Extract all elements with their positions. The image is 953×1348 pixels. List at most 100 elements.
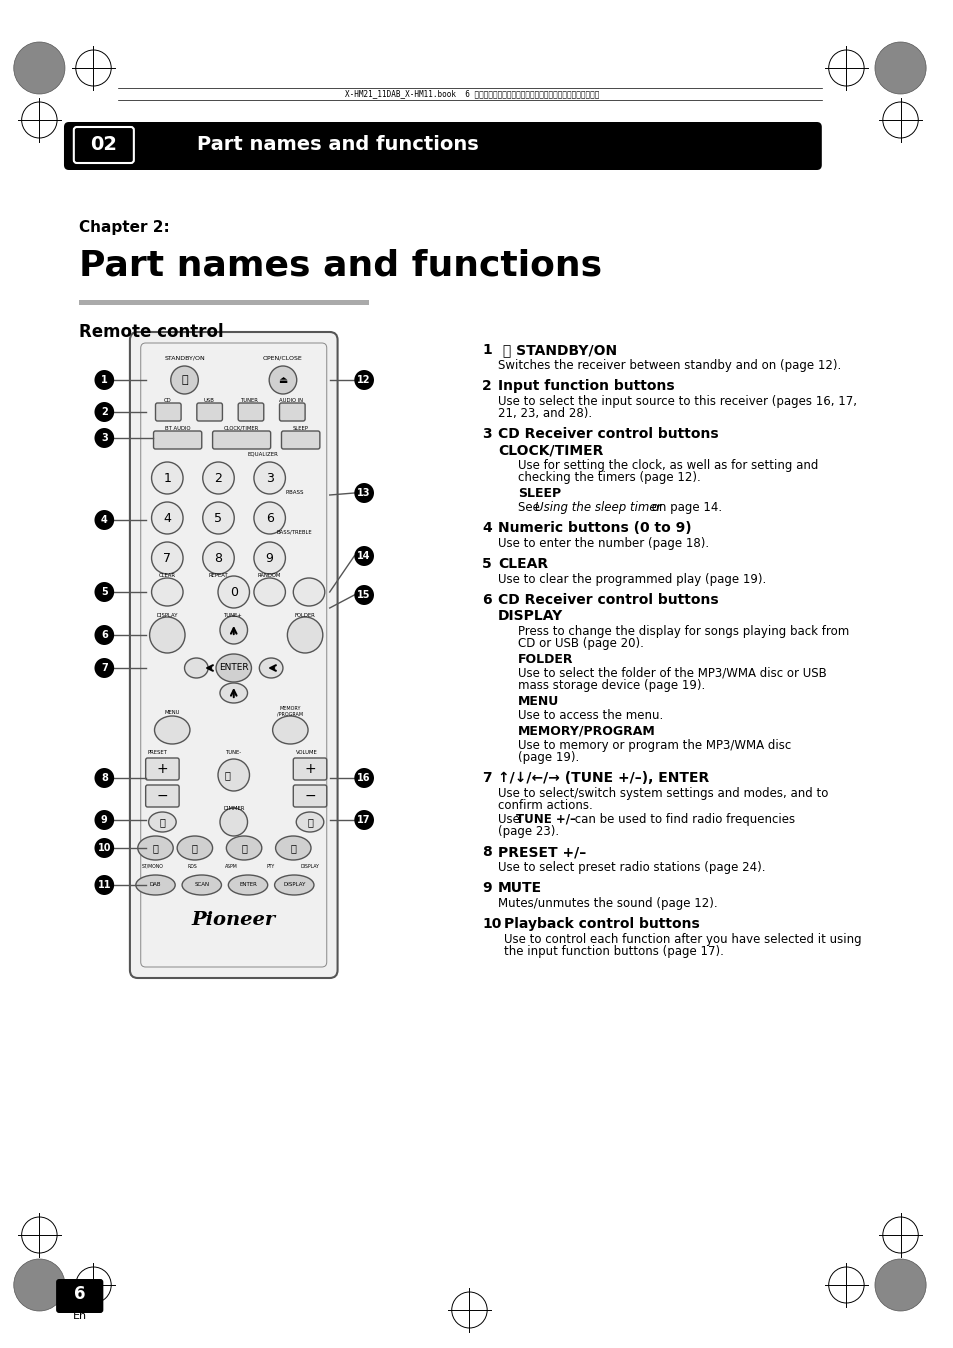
Text: CLOCK/TIMER: CLOCK/TIMER	[224, 426, 259, 431]
Ellipse shape	[171, 367, 198, 394]
Text: RDS: RDS	[187, 864, 196, 869]
Ellipse shape	[203, 542, 234, 574]
Text: 4: 4	[163, 511, 172, 524]
Circle shape	[94, 369, 114, 390]
Text: MEMORY/PROGRAM: MEMORY/PROGRAM	[517, 725, 655, 737]
Text: ⏫: ⏫	[307, 817, 313, 828]
Text: 2: 2	[101, 407, 108, 417]
Text: 8: 8	[482, 845, 492, 859]
Circle shape	[874, 42, 925, 94]
Text: MENU: MENU	[164, 710, 180, 714]
Text: DIMMER: DIMMER	[223, 806, 244, 811]
Text: Input function buttons: Input function buttons	[497, 379, 674, 394]
Text: (page 19).: (page 19).	[517, 751, 578, 764]
Circle shape	[94, 810, 114, 830]
Text: 1: 1	[163, 472, 172, 484]
Ellipse shape	[269, 367, 296, 394]
Text: SLEEP: SLEEP	[517, 487, 560, 500]
Text: 11: 11	[97, 880, 111, 890]
Text: 9: 9	[266, 551, 274, 565]
Text: REPEAT: REPEAT	[209, 573, 228, 578]
Ellipse shape	[135, 875, 175, 895]
Text: PTY: PTY	[266, 864, 274, 869]
Ellipse shape	[275, 836, 311, 860]
Ellipse shape	[203, 462, 234, 493]
Text: Mutes/unmutes the sound (page 12).: Mutes/unmutes the sound (page 12).	[497, 896, 717, 910]
Text: 14: 14	[357, 551, 371, 561]
Text: DISPLAY: DISPLAY	[156, 613, 178, 617]
Text: confirm actions.: confirm actions.	[497, 799, 592, 811]
Text: AUDIO IN: AUDIO IN	[279, 398, 303, 403]
Ellipse shape	[137, 836, 173, 860]
Text: En: En	[72, 1312, 87, 1321]
Circle shape	[94, 582, 114, 603]
Text: 2: 2	[482, 379, 492, 394]
Text: BT AUDIO: BT AUDIO	[165, 426, 191, 431]
Ellipse shape	[215, 654, 252, 682]
Ellipse shape	[154, 716, 190, 744]
Text: CD or USB (page 20).: CD or USB (page 20).	[517, 638, 643, 650]
Ellipse shape	[150, 617, 185, 652]
Text: 3: 3	[266, 472, 274, 484]
FancyBboxPatch shape	[73, 127, 133, 163]
Ellipse shape	[273, 716, 308, 744]
Text: ST/MONO: ST/MONO	[141, 864, 163, 869]
FancyBboxPatch shape	[279, 403, 305, 421]
Ellipse shape	[152, 578, 183, 607]
Text: 9: 9	[101, 816, 108, 825]
Text: PRESET +/–: PRESET +/–	[497, 845, 586, 859]
Text: (page 23).: (page 23).	[497, 825, 558, 838]
Text: MUTE: MUTE	[497, 882, 541, 895]
Text: 4: 4	[482, 520, 492, 535]
Text: Numeric buttons (0 to 9): Numeric buttons (0 to 9)	[497, 520, 691, 535]
Text: Pioneer: Pioneer	[192, 911, 275, 929]
Text: DISPLAY: DISPLAY	[283, 883, 305, 887]
Text: CLEAR: CLEAR	[497, 557, 548, 572]
Text: RANDOM: RANDOM	[257, 573, 281, 578]
Text: ⏏: ⏏	[278, 375, 287, 386]
Text: 3: 3	[101, 433, 108, 443]
Text: P.BASS: P.BASS	[285, 491, 304, 495]
Text: 6: 6	[482, 593, 492, 607]
Ellipse shape	[274, 875, 314, 895]
Text: checking the timers (page 12).: checking the timers (page 12).	[517, 470, 700, 484]
FancyBboxPatch shape	[146, 785, 179, 807]
Text: DAB: DAB	[150, 883, 161, 887]
Text: MEMORY
/PROGRAM: MEMORY /PROGRAM	[277, 706, 303, 717]
Text: ⏪: ⏪	[159, 817, 165, 828]
Circle shape	[94, 402, 114, 422]
Text: 5: 5	[101, 586, 108, 597]
Text: CD: CD	[163, 398, 171, 403]
Ellipse shape	[218, 576, 250, 608]
Ellipse shape	[152, 542, 183, 574]
Ellipse shape	[218, 759, 250, 791]
Text: EQUALIZER: EQUALIZER	[248, 452, 278, 457]
Text: Use to access the menu.: Use to access the menu.	[517, 709, 662, 723]
Text: ⏻ STANDBY/ON: ⏻ STANDBY/ON	[497, 342, 617, 357]
Text: Use to clear the programmed play (page 19).: Use to clear the programmed play (page 1…	[497, 573, 765, 586]
Text: ENTER: ENTER	[239, 883, 256, 887]
Ellipse shape	[220, 616, 247, 644]
Circle shape	[354, 585, 374, 605]
Text: −: −	[304, 789, 315, 803]
Text: 8: 8	[214, 551, 222, 565]
Text: PRESET: PRESET	[148, 749, 167, 755]
Text: mass storage device (page 19).: mass storage device (page 19).	[517, 679, 704, 692]
Text: DISPLAY: DISPLAY	[497, 609, 562, 623]
Text: Use to select the input source to this receiver (pages 16, 17,: Use to select the input source to this r…	[497, 395, 856, 408]
Text: TUNE+: TUNE+	[224, 613, 243, 617]
Text: 9: 9	[482, 882, 492, 895]
Text: Use to select preset radio stations (page 24).: Use to select preset radio stations (pag…	[497, 861, 764, 874]
Text: −: −	[156, 789, 168, 803]
Text: TUNE-: TUNE-	[226, 749, 241, 755]
Circle shape	[354, 768, 374, 789]
Ellipse shape	[203, 501, 234, 534]
Text: 6: 6	[266, 511, 274, 524]
Ellipse shape	[149, 811, 176, 832]
FancyBboxPatch shape	[293, 785, 327, 807]
Circle shape	[354, 810, 374, 830]
Text: 5: 5	[482, 557, 492, 572]
Circle shape	[874, 1259, 925, 1312]
Text: 3: 3	[482, 427, 492, 441]
Text: 02: 02	[90, 135, 116, 154]
